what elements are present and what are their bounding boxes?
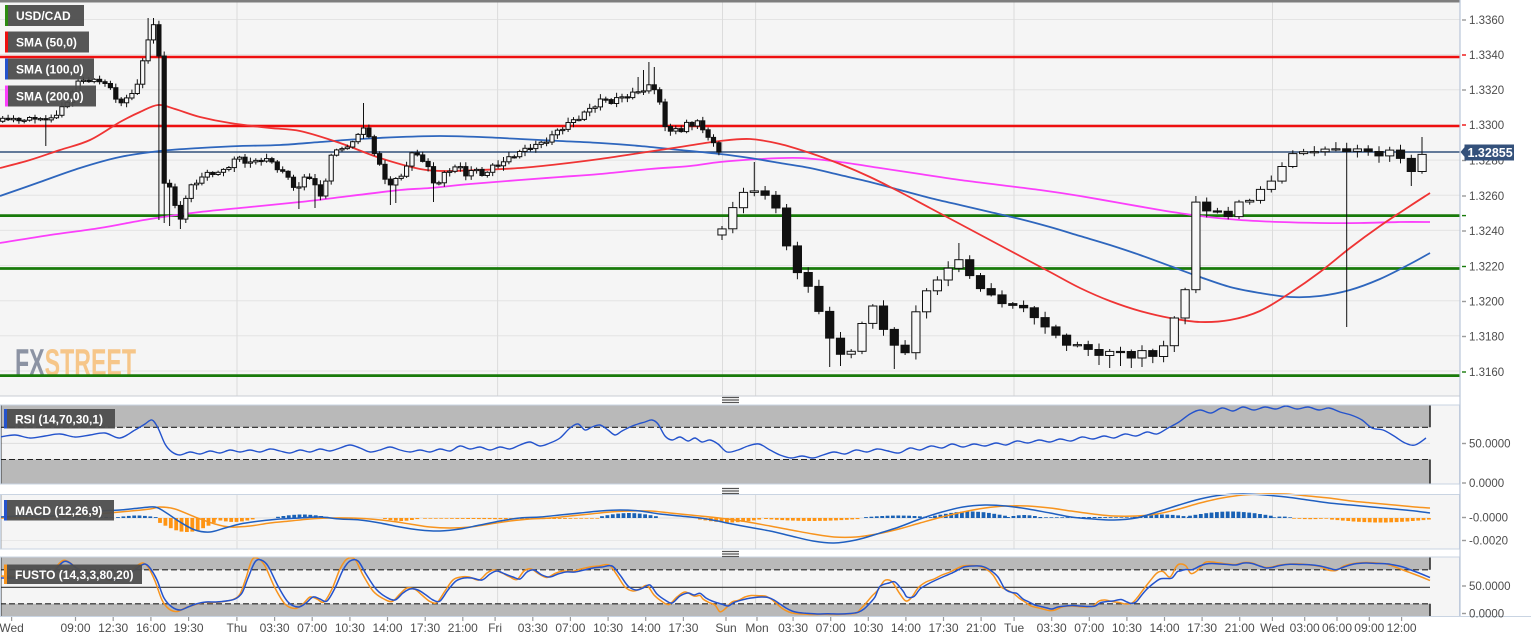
svg-text:14:00: 14:00 [372, 621, 402, 635]
svg-text:MACD (12,26,9): MACD (12,26,9) [15, 504, 102, 518]
svg-text:19:30: 19:30 [174, 621, 204, 635]
svg-text:1.32855: 1.32855 [1468, 146, 1513, 160]
svg-text:09:00: 09:00 [60, 621, 90, 635]
svg-text:SMA (50,0): SMA (50,0) [16, 36, 77, 50]
svg-text:03:30: 03:30 [778, 621, 808, 635]
svg-text:09:00: 09:00 [1354, 621, 1384, 635]
svg-text:21:00: 21:00 [1225, 621, 1255, 635]
svg-text:06:00: 06:00 [1322, 621, 1352, 635]
svg-text:0.0000: 0.0000 [1469, 478, 1504, 490]
svg-text:Mon: Mon [745, 621, 768, 635]
svg-text:21:00: 21:00 [966, 621, 996, 635]
svg-text:50.0000: 50.0000 [1469, 439, 1511, 451]
svg-text:03:30: 03:30 [1037, 621, 1067, 635]
svg-text:SMA (200,0): SMA (200,0) [16, 90, 84, 104]
svg-text:14:00: 14:00 [631, 621, 661, 635]
svg-text:-0.0020: -0.0020 [1469, 536, 1508, 548]
svg-text:Fri: Fri [488, 621, 502, 635]
svg-text:1.3220: 1.3220 [1469, 262, 1504, 274]
svg-text:1.3320: 1.3320 [1469, 85, 1504, 97]
svg-text:1.3260: 1.3260 [1469, 191, 1504, 203]
svg-text:03:30: 03:30 [518, 621, 548, 635]
svg-text:-0.0000: -0.0000 [1469, 513, 1508, 525]
svg-text:10:30: 10:30 [853, 621, 883, 635]
svg-text:14:00: 14:00 [891, 621, 921, 635]
svg-text:50.0000: 50.0000 [1469, 581, 1511, 593]
svg-text:RSI (14,70,30,1): RSI (14,70,30,1) [15, 412, 103, 426]
svg-text:Wed: Wed [1260, 621, 1284, 635]
svg-text:Sun: Sun [715, 621, 736, 635]
svg-text:10:30: 10:30 [335, 621, 365, 635]
svg-text:21:00: 21:00 [448, 621, 478, 635]
svg-text:12:30: 12:30 [98, 621, 128, 635]
svg-text:Wed: Wed [0, 621, 24, 635]
svg-text:1.3340: 1.3340 [1469, 50, 1504, 62]
svg-text:07:00: 07:00 [816, 621, 846, 635]
svg-text:Tue: Tue [1004, 621, 1025, 635]
svg-text:1.3300: 1.3300 [1469, 120, 1504, 132]
svg-text:07:00: 07:00 [297, 621, 327, 635]
svg-text:16:00: 16:00 [136, 621, 166, 635]
svg-text:17:30: 17:30 [668, 621, 698, 635]
svg-text:17:30: 17:30 [410, 621, 440, 635]
svg-text:17:30: 17:30 [1187, 621, 1217, 635]
svg-text:Thu: Thu [227, 621, 248, 635]
svg-text:0.0000: 0.0000 [1469, 609, 1504, 621]
svg-text:SMA (100,0): SMA (100,0) [16, 63, 84, 77]
svg-text:14:00: 14:00 [1149, 621, 1179, 635]
svg-text:10:30: 10:30 [1112, 621, 1142, 635]
svg-text:03:00: 03:00 [1290, 621, 1320, 635]
svg-text:1.3180: 1.3180 [1469, 332, 1504, 344]
svg-text:1.3160: 1.3160 [1469, 367, 1504, 379]
svg-text:1.3200: 1.3200 [1469, 297, 1504, 309]
svg-text:FUSTO (14,3,3,80,20): FUSTO (14,3,3,80,20) [15, 568, 134, 582]
svg-text:07:00: 07:00 [555, 621, 585, 635]
svg-text:17:30: 17:30 [928, 621, 958, 635]
svg-text:12:00: 12:00 [1387, 621, 1417, 635]
svg-text:1.3240: 1.3240 [1469, 226, 1504, 238]
svg-text:USD/CAD: USD/CAD [16, 9, 71, 23]
svg-text:FXSTREET: FXSTREET [15, 342, 136, 384]
svg-text:03:30: 03:30 [260, 621, 290, 635]
svg-text:1.3360: 1.3360 [1469, 15, 1504, 27]
svg-text:10:30: 10:30 [593, 621, 623, 635]
svg-text:07:00: 07:00 [1074, 621, 1104, 635]
